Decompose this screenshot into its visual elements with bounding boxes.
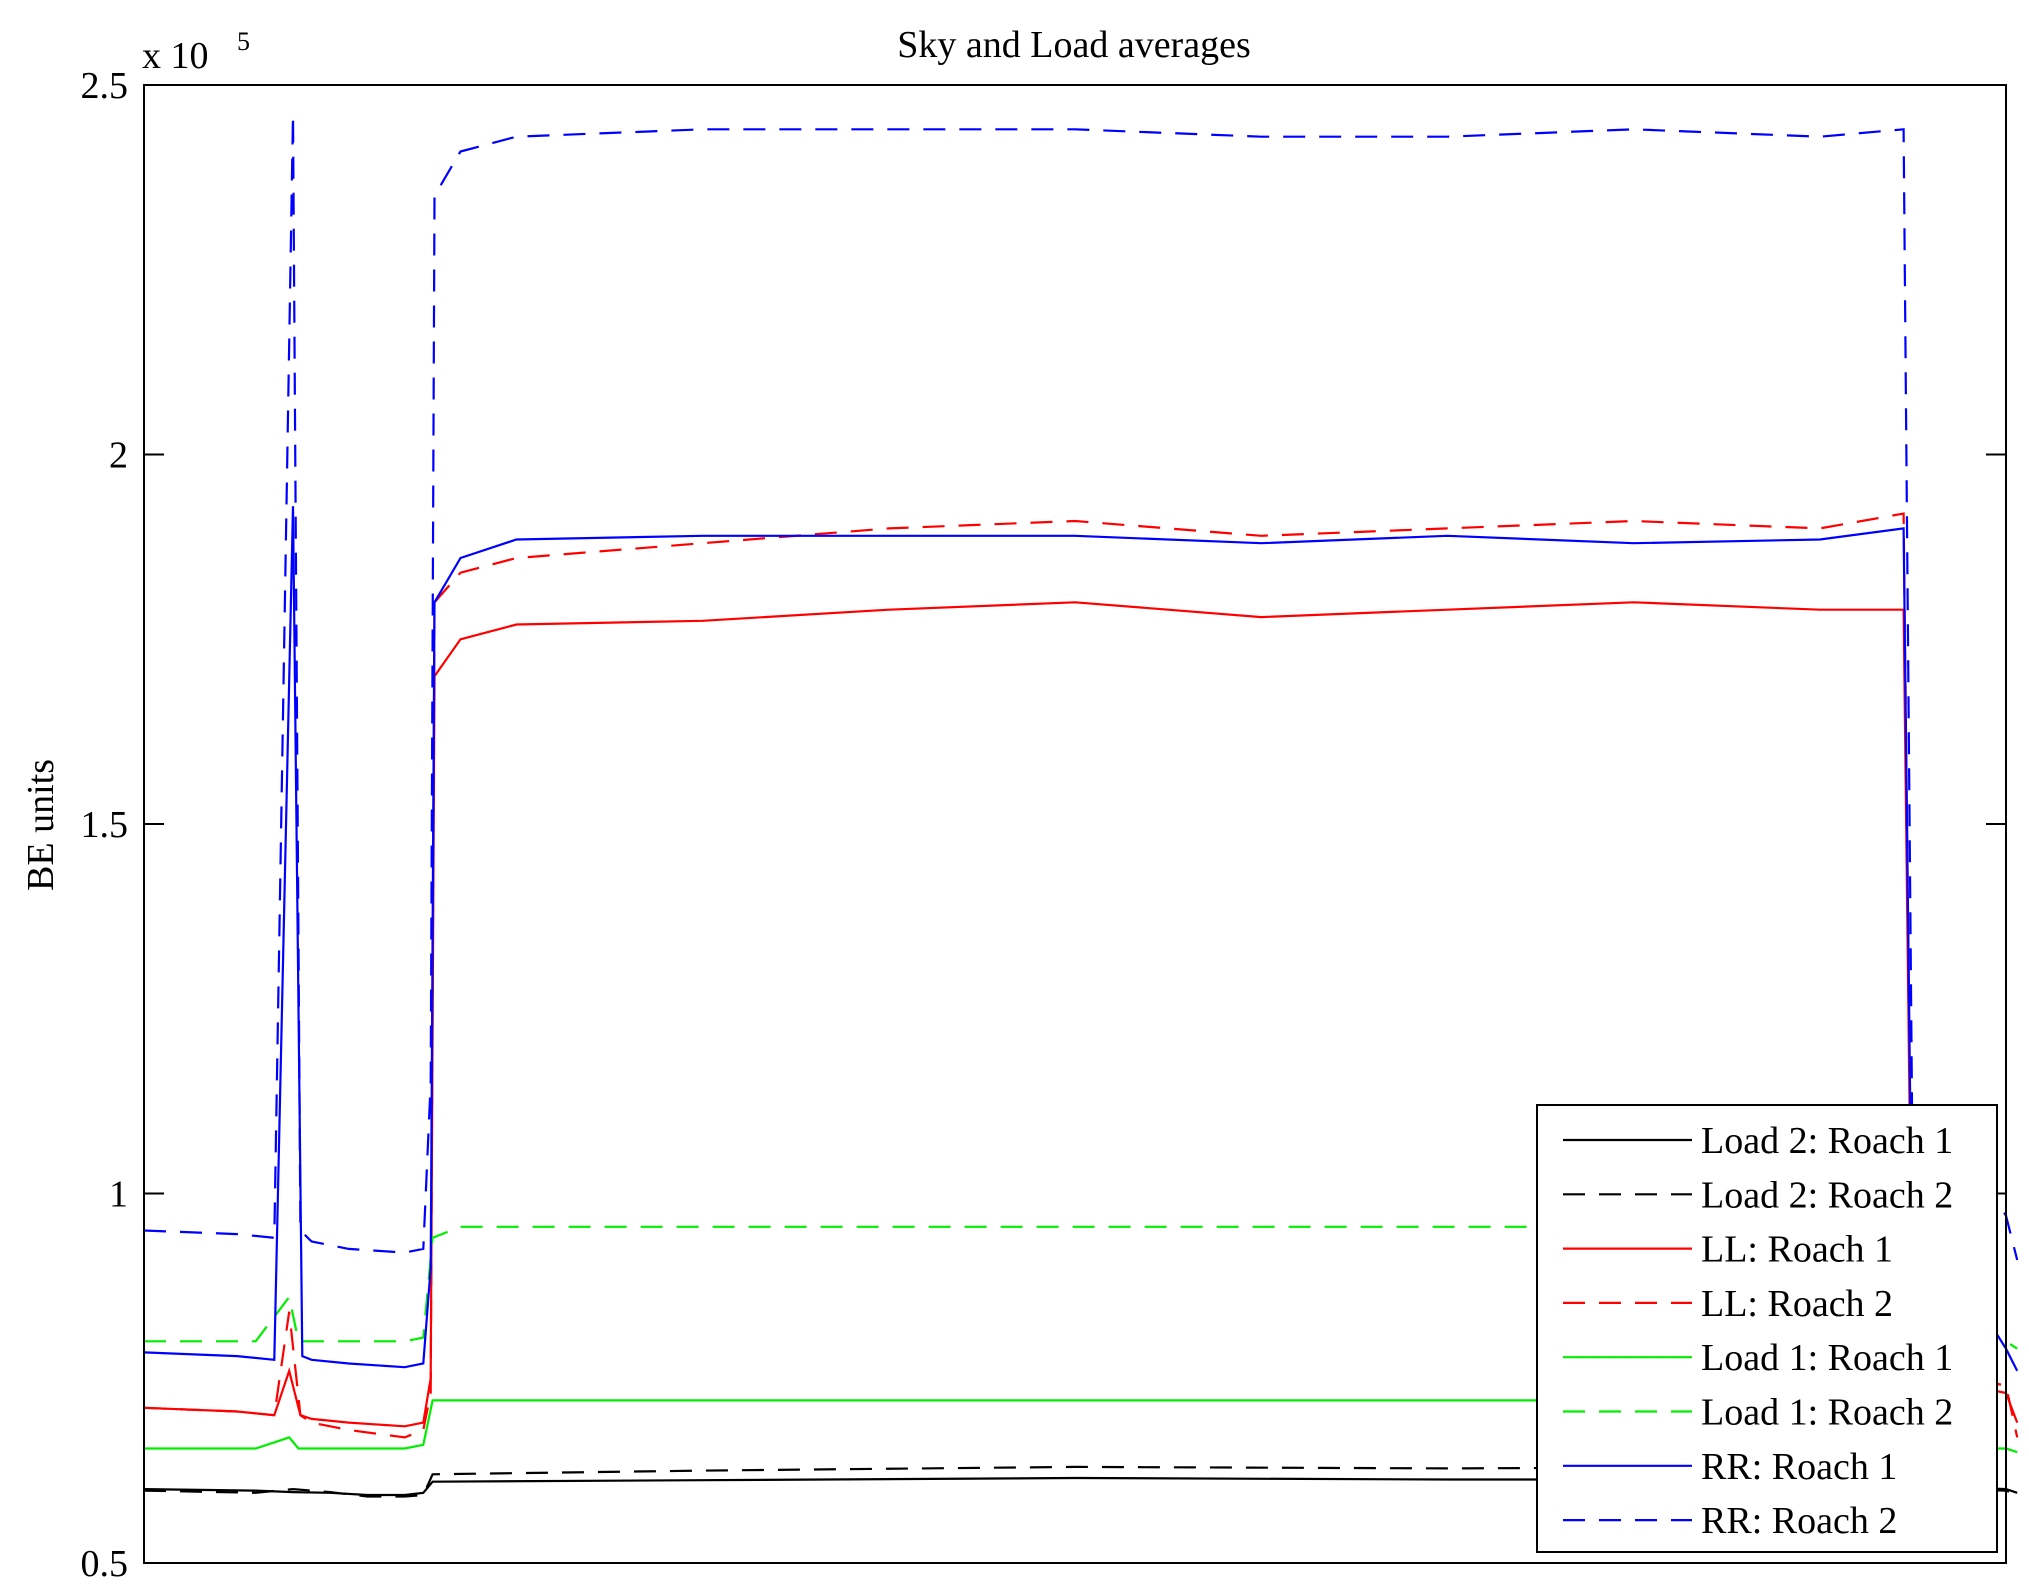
legend-label: LL: Roach 2: [1701, 1283, 1893, 1325]
y-tick-labels: 0.5 1 1.5 2 2.5: [81, 65, 129, 1585]
legend-label: LL: Roach 1: [1701, 1229, 1893, 1271]
legend-box: [1536, 1104, 1998, 1553]
y-exponent-base: x 10: [142, 35, 209, 77]
legend-label: RR: Roach 1: [1701, 1446, 1897, 1488]
legend-label: Load 2: Roach 2: [1701, 1174, 1953, 1216]
series-layer: [143, 114, 2019, 1498]
y-tick-label: 2.5: [81, 65, 129, 107]
series-line-3: [143, 512, 2019, 1439]
legend-label: RR: Roach 2: [1701, 1500, 1897, 1542]
y-tick-label: 1.5: [81, 804, 129, 846]
y-exponent-power: 5: [237, 27, 250, 56]
legend-label: Load 1: Roach 1: [1701, 1337, 1953, 1379]
legend: Load 2: Roach 1 Load 2: Roach 2 LL: Roach …: [1536, 1104, 1998, 1553]
y-exponent: x 10 5: [142, 27, 250, 77]
legend-label: Load 2: Roach 1: [1701, 1120, 1953, 1162]
chart-title: Sky and Load averages: [897, 24, 1251, 66]
y-tick-label: 0.5: [81, 1543, 129, 1585]
legend-label: Load 1: Roach 2: [1701, 1392, 1953, 1434]
y-tick-label: 1: [109, 1174, 128, 1216]
y-axis-label: BE units: [20, 759, 62, 891]
y-tick-label: 2: [109, 435, 128, 477]
series-line-7: [143, 114, 2019, 1261]
